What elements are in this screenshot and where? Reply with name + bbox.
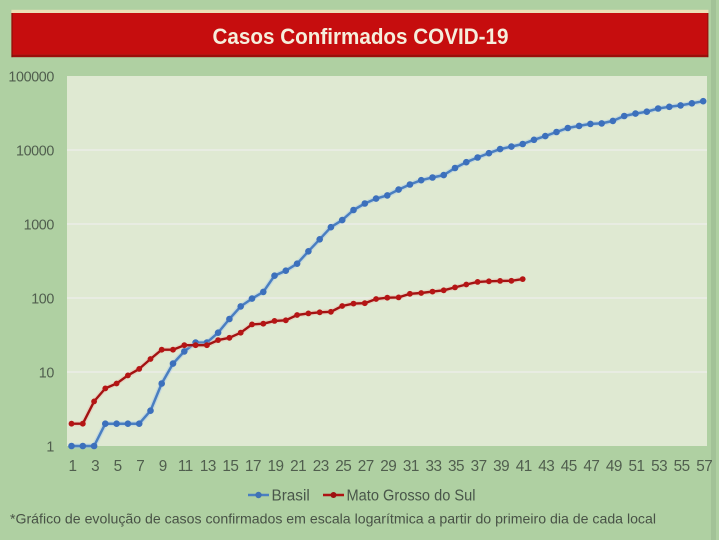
svg-text:15: 15 bbox=[222, 458, 238, 475]
svg-text:100: 100 bbox=[31, 291, 54, 307]
svg-text:45: 45 bbox=[561, 458, 577, 475]
svg-text:39: 39 bbox=[493, 458, 509, 475]
svg-text:55: 55 bbox=[674, 458, 690, 475]
svg-text:51: 51 bbox=[628, 458, 644, 475]
svg-text:10000: 10000 bbox=[16, 143, 54, 159]
svg-text:53: 53 bbox=[651, 458, 667, 475]
svg-text:31: 31 bbox=[403, 458, 419, 475]
svg-text:57: 57 bbox=[696, 458, 712, 475]
svg-text:23: 23 bbox=[313, 458, 329, 475]
svg-text:10: 10 bbox=[39, 365, 55, 381]
svg-text:9: 9 bbox=[159, 458, 167, 475]
svg-text:1: 1 bbox=[46, 439, 54, 455]
svg-text:7: 7 bbox=[136, 458, 144, 475]
svg-text:27: 27 bbox=[358, 458, 374, 475]
svg-text:*Gráfico de evolução de casos: *Gráfico de evolução de casos confirmado… bbox=[10, 512, 656, 527]
svg-text:Mato Grosso do Sul: Mato Grosso do Sul bbox=[347, 488, 476, 505]
svg-text:19: 19 bbox=[267, 458, 283, 475]
svg-text:25: 25 bbox=[335, 458, 351, 475]
svg-text:1: 1 bbox=[68, 458, 76, 475]
svg-text:47: 47 bbox=[583, 458, 599, 475]
svg-text:1000: 1000 bbox=[24, 217, 55, 233]
svg-text:3: 3 bbox=[91, 458, 99, 475]
svg-text:49: 49 bbox=[606, 458, 622, 475]
svg-text:21: 21 bbox=[290, 458, 306, 475]
svg-text:41: 41 bbox=[516, 458, 532, 475]
svg-text:11: 11 bbox=[178, 458, 193, 475]
svg-text:33: 33 bbox=[425, 458, 441, 475]
svg-text:29: 29 bbox=[380, 458, 396, 475]
svg-text:17: 17 bbox=[245, 458, 261, 475]
svg-text:Casos Confirmados COVID-19: Casos Confirmados COVID-19 bbox=[213, 24, 509, 49]
svg-text:43: 43 bbox=[538, 458, 554, 475]
svg-text:35: 35 bbox=[448, 458, 464, 475]
svg-text:37: 37 bbox=[471, 458, 487, 475]
svg-text:13: 13 bbox=[200, 458, 216, 475]
svg-text:100000: 100000 bbox=[8, 69, 54, 85]
svg-text:Brasil: Brasil bbox=[272, 488, 310, 505]
svg-text:5: 5 bbox=[114, 458, 122, 475]
